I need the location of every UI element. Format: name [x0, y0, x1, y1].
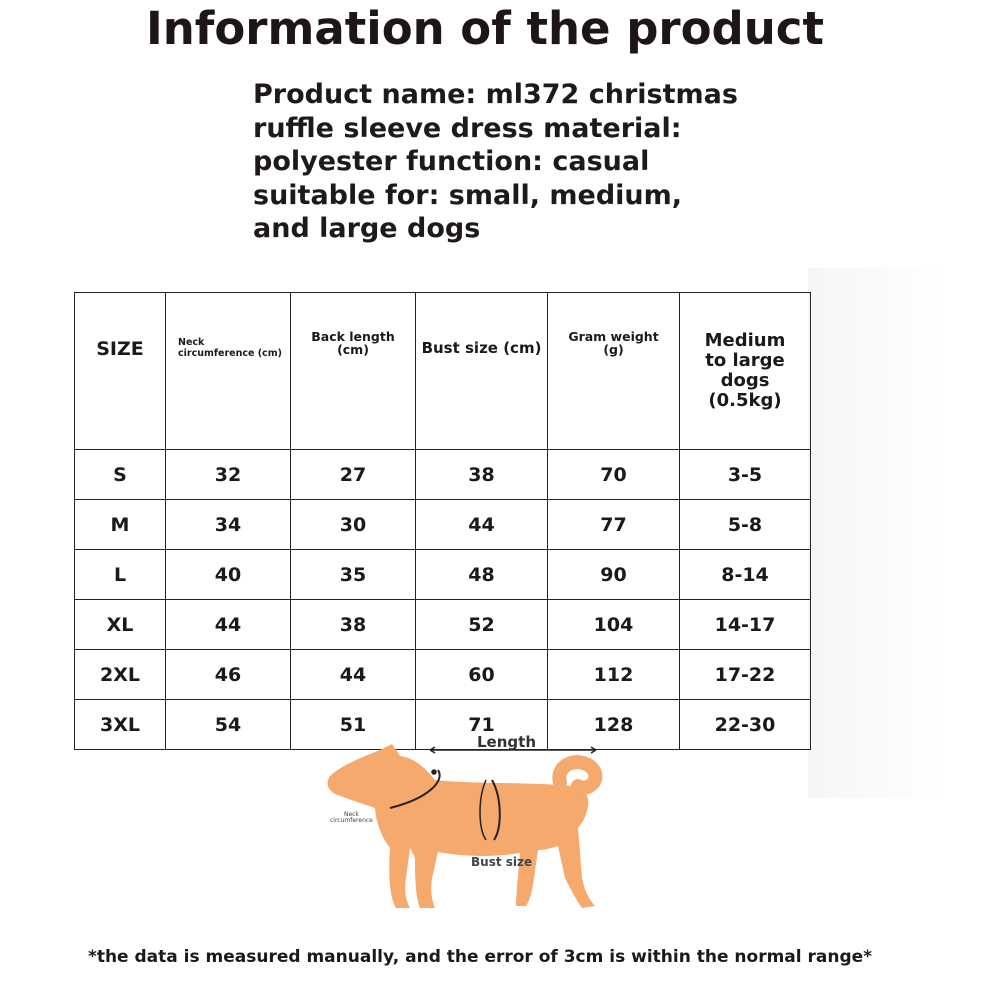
table-cell: 34 — [165, 499, 291, 550]
table-cell: 104 — [547, 599, 680, 650]
table-cell: 38 — [290, 599, 416, 650]
table-cell: 51 — [290, 699, 416, 750]
table-row: 3XL 54 51 71 128 22-30 — [74, 699, 811, 750]
table-row: 2XL 46 44 60 112 17-22 — [74, 649, 811, 700]
description-line: polyester function: casual — [253, 146, 650, 177]
header-neck-line2: circumference (cm) — [178, 348, 282, 359]
header-gram-weight: Gram weight (g) — [547, 292, 680, 450]
table-cell: S — [74, 449, 166, 500]
table-row: S 32 27 38 70 3-5 — [74, 449, 811, 500]
table-cell: M — [74, 499, 166, 550]
header-dog-line3: dogs — [720, 370, 770, 391]
table-cell: 32 — [165, 449, 291, 500]
description-line: Product name: ml372 christmas — [253, 79, 738, 110]
bust-size-label: Bust size — [471, 855, 533, 869]
neck-label-line2: circumference — [330, 817, 373, 824]
table-cell: 17-22 — [679, 649, 811, 700]
table-cell: 27 — [290, 449, 416, 500]
table-cell: 38 — [415, 449, 548, 500]
table-row: L 40 35 48 90 8-14 — [74, 549, 811, 600]
header-dog-line1: Medium — [704, 330, 786, 351]
table-cell: 5-8 — [679, 499, 811, 550]
measure-marks — [389, 746, 597, 841]
header-neck-circumference: Neck circumference (cm) — [165, 292, 291, 450]
table-cell: 112 — [547, 649, 680, 700]
neck-circumference-label: Neck circumference — [330, 812, 373, 824]
table-cell: 14-17 — [679, 599, 811, 650]
table-cell: 46 — [165, 649, 291, 700]
table-cell: 52 — [415, 599, 548, 650]
page-title: Information of the product — [146, 2, 824, 55]
table-cell: L — [74, 549, 166, 600]
table-cell: 40 — [165, 549, 291, 600]
table-cell: 44 — [290, 649, 416, 700]
table-cell: 128 — [547, 699, 680, 750]
description-line: suitable for: small, medium, — [253, 179, 683, 211]
table-cell: 3XL — [74, 699, 166, 750]
table-cell: 77 — [547, 499, 680, 550]
table-cell: 90 — [547, 549, 680, 600]
table-cell: 60 — [415, 649, 548, 700]
dog-measurement-diagram — [327, 744, 603, 908]
header-dog-line4: (0.5kg) — [708, 390, 782, 411]
table-cell: 8-14 — [679, 549, 811, 600]
dog-silhouette — [327, 744, 603, 908]
table-cell: 35 — [290, 549, 416, 600]
table-cell: 54 — [165, 699, 291, 750]
table-cell: 30 — [290, 499, 416, 550]
table-row: XL 44 38 52 104 14-17 — [74, 599, 811, 650]
table-cell: 71 — [415, 699, 548, 750]
table-cell: 70 — [547, 449, 680, 500]
header-back-length: Back length (cm) — [290, 292, 416, 450]
header-neck-line1: Neck — [178, 337, 205, 348]
header-dog-weight: Medium to large dogs (0.5kg) — [679, 292, 811, 450]
neck-label-line1: Neck — [343, 811, 359, 818]
table-cell: 22-30 — [679, 699, 811, 750]
table-header-row: SIZE Neck circumference (cm) Back length… — [74, 292, 811, 450]
header-dog-line2: to large — [705, 350, 785, 371]
header-back-line1: Back length — [311, 329, 395, 344]
header-size: SIZE — [74, 292, 166, 450]
table-cell: 3-5 — [679, 449, 811, 500]
length-label: Length — [477, 733, 536, 751]
header-back-line2: (cm) — [337, 342, 369, 357]
description-line: and large dogs — [253, 213, 481, 244]
size-table: SIZE Neck circumference (cm) Back length… — [74, 292, 811, 750]
measurement-footnote: *the data is measured manually, and the … — [87, 947, 873, 967]
header-bust-size: Bust size (cm) — [415, 292, 548, 450]
table-cell: 48 — [415, 549, 548, 600]
product-description: Product name: ml372 christmas ruffle sle… — [253, 78, 773, 246]
header-gram-line1: Gram weight — [568, 329, 659, 344]
header-gram-line2: (g) — [603, 342, 624, 357]
description-line: ruffle sleeve dress material: — [253, 112, 682, 144]
table-cell: 44 — [165, 599, 291, 650]
table-row: M 34 30 44 77 5-8 — [74, 499, 811, 550]
table-cell: XL — [74, 599, 166, 650]
table-cell: 44 — [415, 499, 548, 550]
background-shade — [808, 268, 948, 798]
table-cell: 2XL — [74, 649, 166, 700]
